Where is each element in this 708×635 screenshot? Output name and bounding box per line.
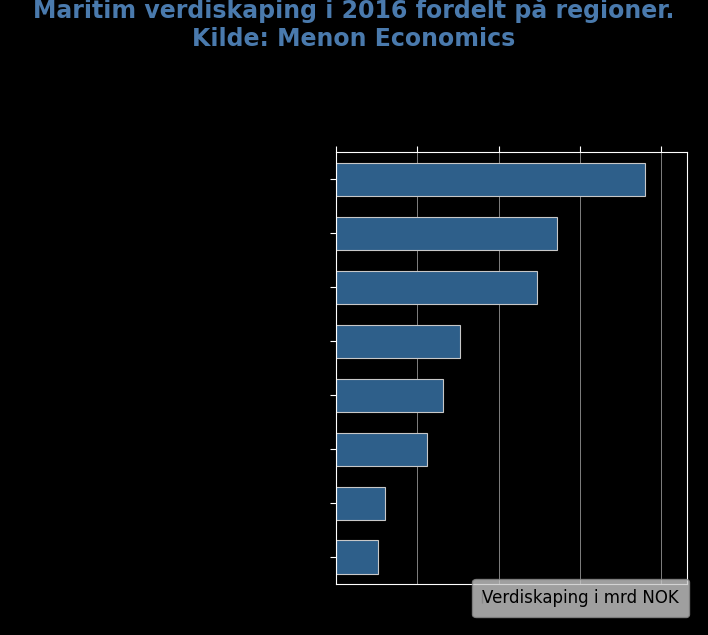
Legend: Verdiskaping i mrd NOK: Verdiskaping i mrd NOK <box>472 579 689 617</box>
Bar <box>336 540 379 574</box>
Text: Maritim verdiskaping i 2016 fordelt på regioner.
Kilde: Menon Economics: Maritim verdiskaping i 2016 fordelt på r… <box>33 0 675 51</box>
Bar <box>336 324 459 358</box>
Bar <box>336 163 644 196</box>
Bar <box>336 217 557 250</box>
Bar <box>336 271 537 304</box>
Bar <box>336 432 427 466</box>
Bar <box>336 486 385 520</box>
Bar <box>336 378 443 412</box>
